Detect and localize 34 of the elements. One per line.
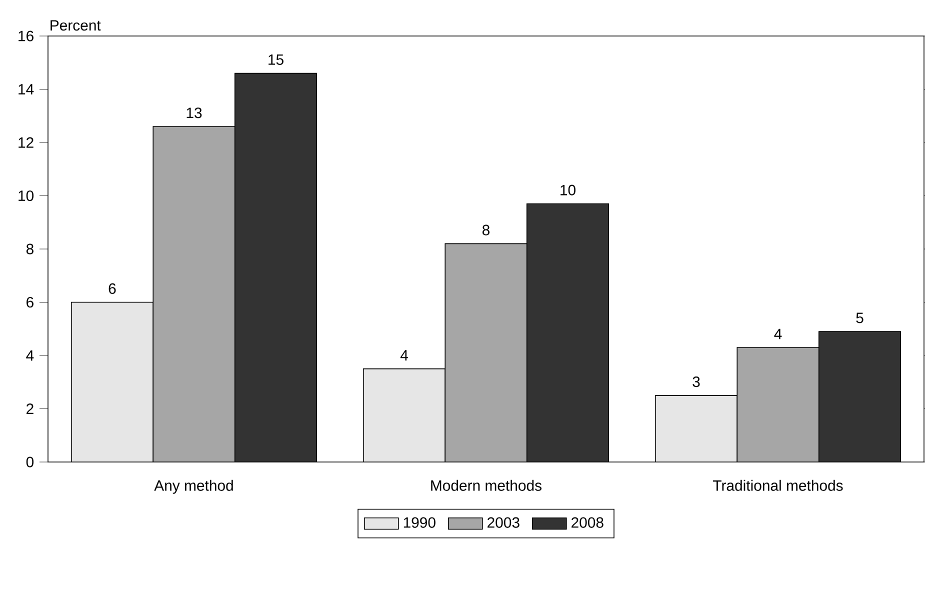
data-label: 15 <box>268 54 284 65</box>
bar <box>444 243 528 462</box>
data-label: 8 <box>482 224 490 236</box>
x-tick-label: Any method <box>154 480 233 494</box>
data-label: 6 <box>108 283 116 294</box>
data-label: 4 <box>400 350 408 360</box>
data-label: 3 <box>692 376 700 388</box>
bar <box>654 395 738 462</box>
bar <box>234 73 317 462</box>
x-tick-label: Traditional methods <box>713 480 843 491</box>
y-tick-label: 10 <box>18 190 34 202</box>
y-tick-label: 6 <box>26 296 34 308</box>
y-tick-label: 14 <box>18 84 34 94</box>
bar <box>736 347 820 462</box>
bar <box>362 368 446 462</box>
data-label: 13 <box>186 108 202 118</box>
legend-label: 1990 <box>404 517 436 528</box>
y-tick-label: 2 <box>26 404 34 414</box>
y-tick-label: 0 <box>26 456 34 468</box>
y-axis-title: Percent <box>50 20 101 31</box>
y-tick-label: 12 <box>18 137 34 148</box>
legend-label: 2003 <box>488 517 520 528</box>
bar <box>153 126 235 462</box>
y-tick-label: 4 <box>26 350 34 361</box>
data-label: 4 <box>774 328 782 340</box>
legend-label: 2008 <box>572 517 604 528</box>
data-label: 5 <box>856 312 864 324</box>
y-tick-label: 16 <box>18 30 34 42</box>
bar <box>526 203 610 462</box>
bar <box>71 302 154 462</box>
data-label: 10 <box>560 184 576 196</box>
x-tick-label: Modern methods <box>431 480 542 491</box>
bar <box>818 331 902 462</box>
y-tick-label: 8 <box>26 244 34 254</box>
